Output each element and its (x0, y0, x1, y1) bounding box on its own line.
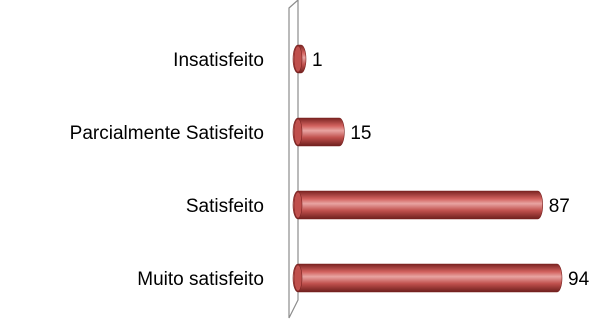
value-label-muito-satisfeito: 94 (568, 269, 590, 290)
axis-wall (288, 0, 299, 319)
bar-cap-parcialmente-satisfeito (293, 118, 303, 146)
category-label-satisfeito: Satisfeito (186, 196, 264, 217)
value-label-insatisfeito: 1 (312, 50, 323, 71)
category-label-insatisfeito: Insatisfeito (173, 50, 264, 71)
value-label-parcialmente-satisfeito: 15 (350, 123, 371, 144)
bar-cap-satisfeito (293, 191, 303, 219)
bar-muito-satisfeito (292, 263, 563, 293)
bar-cap-insatisfeito (293, 45, 303, 73)
bar-satisfeito (292, 190, 543, 220)
category-label-parcialmente-satisfeito: Parcialmente Satisfeito (70, 123, 264, 144)
value-label-satisfeito: 87 (549, 196, 570, 217)
bar-cap-muito-satisfeito (293, 264, 303, 292)
bar-parcialmente-satisfeito (292, 117, 345, 147)
category-label-muito-satisfeito: Muito satisfeito (137, 269, 264, 290)
